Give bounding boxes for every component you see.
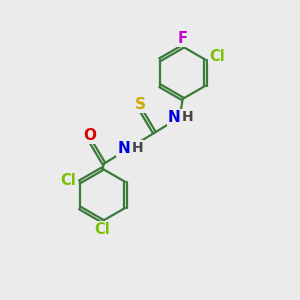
Text: Cl: Cl: [61, 173, 76, 188]
Text: N: N: [168, 110, 181, 125]
Text: F: F: [178, 31, 188, 46]
Text: S: S: [135, 97, 146, 112]
Text: Cl: Cl: [94, 223, 110, 238]
Text: H: H: [132, 141, 143, 155]
Text: N: N: [118, 141, 130, 156]
Text: Cl: Cl: [209, 49, 224, 64]
Text: O: O: [83, 128, 97, 143]
Text: H: H: [182, 110, 194, 124]
